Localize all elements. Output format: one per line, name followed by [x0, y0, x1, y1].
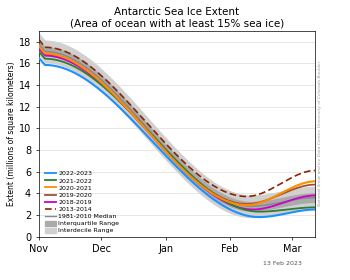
Title: Antarctic Sea Ice Extent
(Area of ocean with at least 15% sea ice): Antarctic Sea Ice Extent (Area of ocean … — [70, 7, 284, 29]
Text: 13 Feb 2023: 13 Feb 2023 — [263, 261, 302, 266]
Legend: 2022-2023, 2021-2022, 2020-2021, 2019-2020, 2018-2019, 2013-2014, 1981-2010 Medi: 2022-2023, 2021-2022, 2020-2021, 2019-20… — [45, 171, 119, 234]
Text: National Snow and Ice Data Center, University of Colorado Boulder: National Snow and Ice Data Center, Unive… — [318, 61, 322, 206]
Y-axis label: Extent (millions of square kilometers): Extent (millions of square kilometers) — [7, 61, 16, 206]
